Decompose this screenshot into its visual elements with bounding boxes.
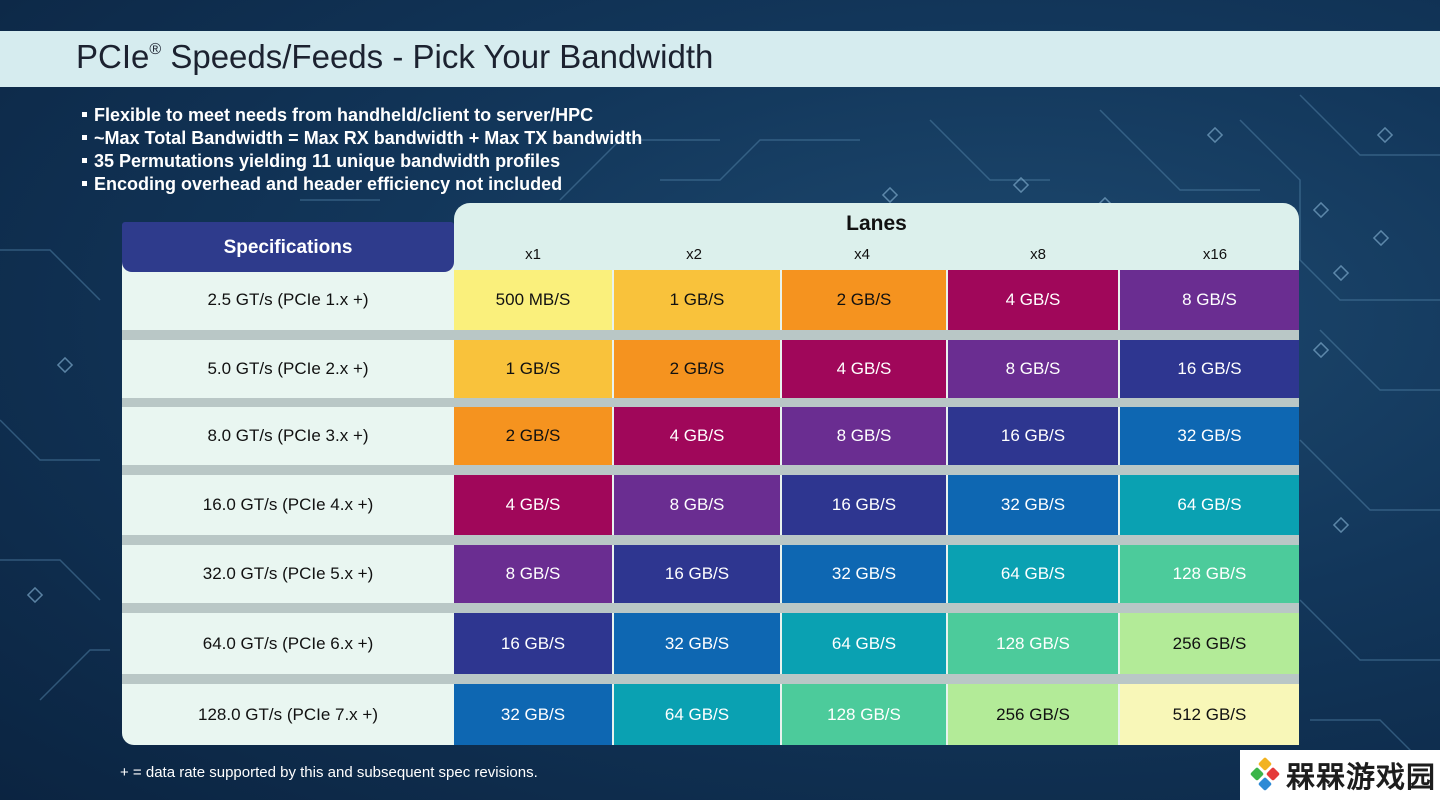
row-separator <box>122 398 1299 407</box>
lane-label-x8: x8 <box>1030 246 1046 263</box>
lanes-header-panel <box>454 203 1299 283</box>
bandwidth-cell: 16 GB/S <box>612 545 780 603</box>
spec-row-label: 64.0 GT/s (PCIe 6.x +) <box>202 634 374 653</box>
lane-label-x4: x4 <box>854 246 870 263</box>
bullet-item: 35 Permutations yielding 11 unique bandw… <box>82 150 642 173</box>
bandwidth-cell: 256 GB/S <box>1118 613 1299 674</box>
registered-mark: ® <box>149 41 162 58</box>
watermark: 槑槑游戏园 <box>1240 750 1440 800</box>
bandwidth-cell: 8 GB/S <box>780 407 946 465</box>
bandwidth-cell: 16 GB/S <box>1118 340 1299 398</box>
bandwidth-cell: 500 MB/S <box>454 270 612 330</box>
bandwidth-cell: 2 GB/S <box>454 407 612 465</box>
colorful-logo-icon <box>1250 757 1280 791</box>
bandwidth-cell: 8 GB/S <box>1118 270 1299 330</box>
bandwidth-cell: 32 GB/S <box>612 613 780 674</box>
lanes-header: Lanes <box>846 212 907 235</box>
bandwidth-cell: 1 GB/S <box>612 270 780 330</box>
bullet-item: ~Max Total Bandwidth = Max RX bandwidth … <box>82 127 642 150</box>
spec-row-label: 8.0 GT/s (PCIe 3.x +) <box>207 426 369 445</box>
bandwidth-cell: 4 GB/S <box>946 270 1118 330</box>
bandwidth-cell: 8 GB/S <box>612 475 780 535</box>
bandwidth-cell: 8 GB/S <box>454 545 612 603</box>
spec-row-label: 32.0 GT/s (PCIe 5.x +) <box>202 564 374 583</box>
bandwidth-cell: 128 GB/S <box>780 684 946 745</box>
spec-row-label: 128.0 GT/s (PCIe 7.x +) <box>198 705 378 724</box>
bandwidth-cell: 256 GB/S <box>946 684 1118 745</box>
bandwidth-cell: 64 GB/S <box>612 684 780 745</box>
lane-label-x1: x1 <box>525 246 541 263</box>
square-bullet-icon <box>82 181 87 186</box>
lane-label-x16: x16 <box>1202 246 1228 263</box>
bandwidth-cell: 64 GB/S <box>780 613 946 674</box>
bandwidth-cell: 16 GB/S <box>780 475 946 535</box>
bullet-item: Encoding overhead and header efficiency … <box>82 173 642 196</box>
footnote: + = data rate supported by this and subs… <box>120 764 538 781</box>
lane-label-x2: x2 <box>686 246 702 263</box>
bandwidth-cell: 32 GB/S <box>946 475 1118 535</box>
bandwidth-cell: 128 GB/S <box>1118 545 1299 603</box>
bandwidth-cell: 16 GB/S <box>946 407 1118 465</box>
bullet-list: Flexible to meet needs from handheld/cli… <box>82 104 642 196</box>
square-bullet-icon <box>82 112 87 117</box>
row-separator <box>122 465 1299 475</box>
spec-row-label: 16.0 GT/s (PCIe 4.x +) <box>202 495 374 514</box>
specifications-header: Specifications <box>122 222 454 272</box>
bandwidth-cell: 2 GB/S <box>612 340 780 398</box>
bandwidth-cell: 4 GB/S <box>454 475 612 535</box>
bandwidth-cell: 4 GB/S <box>780 340 946 398</box>
specifications-column <box>122 260 454 745</box>
square-bullet-icon <box>82 158 87 163</box>
bullet-item: Flexible to meet needs from handheld/cli… <box>82 104 642 127</box>
bandwidth-cell: 128 GB/S <box>946 613 1118 674</box>
bandwidth-cell: 1 GB/S <box>454 340 612 398</box>
row-separator <box>122 674 1299 684</box>
bandwidth-cell: 512 GB/S <box>1118 684 1299 745</box>
bandwidth-cell: 32 GB/S <box>780 545 946 603</box>
spec-row-label: 2.5 GT/s (PCIe 1.x +) <box>207 290 369 309</box>
bandwidth-cell: 8 GB/S <box>946 340 1118 398</box>
bandwidth-cell: 64 GB/S <box>946 545 1118 603</box>
title-bar <box>0 31 1440 87</box>
row-separator <box>122 535 1299 545</box>
spec-row-label: 5.0 GT/s (PCIe 2.x +) <box>207 359 369 378</box>
bandwidth-cell: 32 GB/S <box>454 684 612 745</box>
watermark-text: 槑槑游戏园 <box>1286 760 1437 794</box>
square-bullet-icon <box>82 135 87 140</box>
bandwidth-cell: 64 GB/S <box>1118 475 1299 535</box>
bandwidth-cell: 32 GB/S <box>1118 407 1299 465</box>
slide-title: PCIe® Speeds/Feeds - Pick Your Bandwidth <box>76 38 714 75</box>
bandwidth-cell: 16 GB/S <box>454 613 612 674</box>
bandwidth-cell: 4 GB/S <box>612 407 780 465</box>
row-separator <box>122 330 1299 340</box>
row-separator <box>122 603 1299 613</box>
bandwidth-cell: 2 GB/S <box>780 270 946 330</box>
